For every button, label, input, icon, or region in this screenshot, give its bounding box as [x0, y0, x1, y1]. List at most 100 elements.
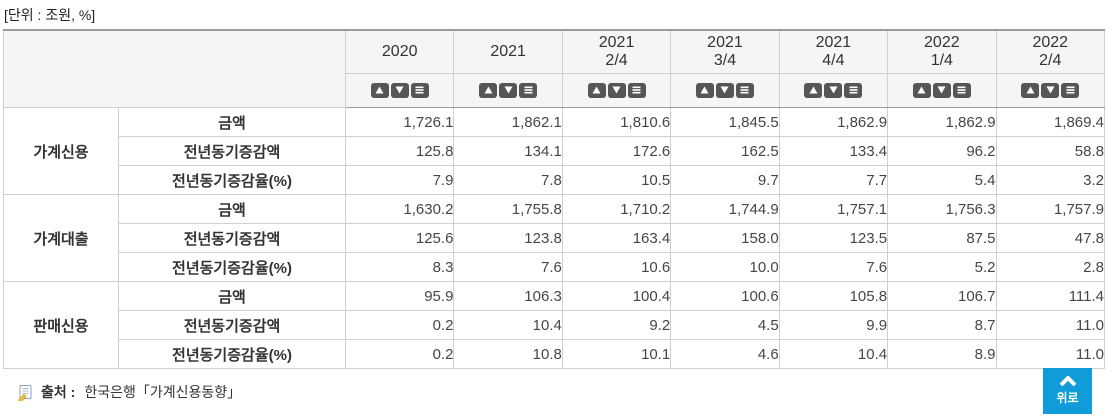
row-group-label: 판매신용	[3, 281, 119, 369]
value-cell: 1,869.4	[995, 107, 1106, 137]
value-cell: 1,862.9	[778, 107, 889, 137]
metric-label: 금액	[118, 194, 346, 224]
value-cell: 7.7	[778, 165, 889, 195]
value-cell: 7.8	[453, 165, 563, 195]
table-row: 전년동기증감액 0.2 10.4 9.2 4.5 9.9 8.7 11.0	[4, 310, 1106, 340]
metric-label: 전년동기증감액	[118, 310, 346, 340]
value-cell: 106.7	[887, 281, 997, 311]
year-column-header: 2021 2/4	[561, 29, 672, 74]
value-cell: 1,862.1	[453, 107, 563, 137]
table-row: 전년동기증감율(%) 0.2 10.8 10.1 4.6 10.4 8.9 11…	[4, 339, 1106, 369]
menu-icon	[849, 86, 858, 94]
sort-descending-button[interactable]	[499, 82, 518, 98]
year-column-header: 2022 2/4	[995, 29, 1106, 74]
metric-label: 전년동기증감율(%)	[118, 252, 346, 282]
table-row: 전년동기증감율(%) 8.3 7.6 10.6 10.0 7.6 5.2 2.8	[4, 252, 1106, 282]
sort-ascending-button[interactable]	[804, 82, 823, 98]
sort-ascending-button[interactable]	[587, 82, 606, 98]
chevron-up-icon	[1059, 376, 1076, 386]
scroll-to-top-label: 위로	[1056, 391, 1079, 405]
metric-label: 전년동기증감율(%)	[118, 165, 346, 195]
note-icon	[18, 384, 32, 401]
up-triangle-icon	[375, 86, 384, 94]
value-cell: 3.2	[995, 165, 1106, 195]
year-header-row: 2020 2021 2021 2/4 2021 3/4 2021 4/4 202…	[3, 29, 1106, 108]
value-cell: 1,744.9	[670, 194, 780, 224]
value-cell: 5.2	[887, 252, 997, 282]
sort-ascending-button[interactable]	[695, 82, 714, 98]
value-cell: 11.0	[995, 310, 1106, 340]
sort-controls-cell	[778, 73, 889, 108]
source-text: 한국은행「가계신용동향」	[84, 384, 242, 400]
value-cell: 111.4	[995, 281, 1106, 311]
up-triangle-icon	[592, 86, 601, 94]
value-cell: 106.3	[453, 281, 563, 311]
value-cell: 4.6	[670, 339, 780, 369]
sort-descending-button[interactable]	[824, 82, 843, 98]
metric-label: 금액	[118, 107, 346, 137]
column-menu-button[interactable]	[735, 82, 754, 98]
sort-controls-cell	[670, 73, 780, 108]
source-prefix: 출처 :	[41, 384, 76, 400]
value-cell: 105.8	[778, 281, 889, 311]
value-cell: 10.5	[561, 165, 672, 195]
sort-ascending-button[interactable]	[479, 82, 498, 98]
sort-controls-cell	[995, 73, 1106, 108]
column-menu-button[interactable]	[952, 82, 971, 98]
menu-icon	[1066, 86, 1075, 94]
column-menu-button[interactable]	[1061, 82, 1080, 98]
sort-controls-cell	[453, 73, 563, 108]
column-menu-button[interactable]	[844, 82, 863, 98]
value-cell: 163.4	[561, 223, 672, 253]
table-row: 전년동기증감액 125.6 123.8 163.4 158.0 123.5 87…	[4, 223, 1106, 253]
scroll-to-top-button[interactable]: 위로	[1043, 368, 1092, 414]
value-cell: 2.8	[995, 252, 1106, 282]
value-cell: 10.4	[778, 339, 889, 369]
metric-label: 금액	[118, 281, 346, 311]
menu-icon	[632, 86, 641, 94]
value-cell: 10.1	[561, 339, 672, 369]
menu-icon	[740, 86, 749, 94]
sort-descending-button[interactable]	[390, 82, 409, 98]
menu-icon	[524, 86, 533, 94]
value-cell: 58.8	[995, 136, 1106, 166]
table-row: 전년동기증감율(%) 7.9 7.8 10.5 9.7 7.7 5.4 3.2	[4, 165, 1106, 195]
value-cell: 11.0	[995, 339, 1106, 369]
sort-ascending-button[interactable]	[1021, 82, 1040, 98]
column-menu-button[interactable]	[627, 82, 646, 98]
value-cell: 47.8	[995, 223, 1106, 253]
value-cell: 0.2	[344, 310, 455, 340]
value-cell: 7.9	[344, 165, 455, 195]
value-cell: 7.6	[453, 252, 563, 282]
source-note: 출처 : 한국은행「가계신용동향」	[17, 382, 241, 402]
column-menu-button[interactable]	[410, 82, 429, 98]
sort-ascending-button[interactable]	[370, 82, 389, 98]
value-cell: 125.8	[344, 136, 455, 166]
year-column-header: 2021 4/4	[778, 29, 889, 74]
value-cell: 9.2	[561, 310, 672, 340]
table-corner-cell	[3, 29, 346, 108]
value-cell: 10.8	[453, 339, 563, 369]
up-triangle-icon	[484, 86, 493, 94]
value-cell: 1,630.2	[344, 194, 455, 224]
down-triangle-icon	[1046, 86, 1055, 94]
metric-label: 전년동기증감율(%)	[118, 339, 346, 369]
sort-descending-button[interactable]	[932, 82, 951, 98]
value-cell: 1,755.8	[453, 194, 563, 224]
column-menu-button[interactable]	[519, 82, 538, 98]
value-cell: 1,810.6	[561, 107, 672, 137]
down-triangle-icon	[829, 86, 838, 94]
year-column-header: 2021	[453, 29, 563, 74]
value-cell: 162.5	[670, 136, 780, 166]
sort-descending-button[interactable]	[715, 82, 734, 98]
year-column-header: 2021 3/4	[670, 29, 780, 74]
sort-descending-button[interactable]	[607, 82, 626, 98]
sort-ascending-button[interactable]	[912, 82, 931, 98]
value-cell: 8.9	[887, 339, 997, 369]
value-cell: 1,756.3	[887, 194, 997, 224]
value-cell: 87.5	[887, 223, 997, 253]
sort-descending-button[interactable]	[1041, 82, 1060, 98]
menu-icon	[957, 86, 966, 94]
down-triangle-icon	[612, 86, 621, 94]
